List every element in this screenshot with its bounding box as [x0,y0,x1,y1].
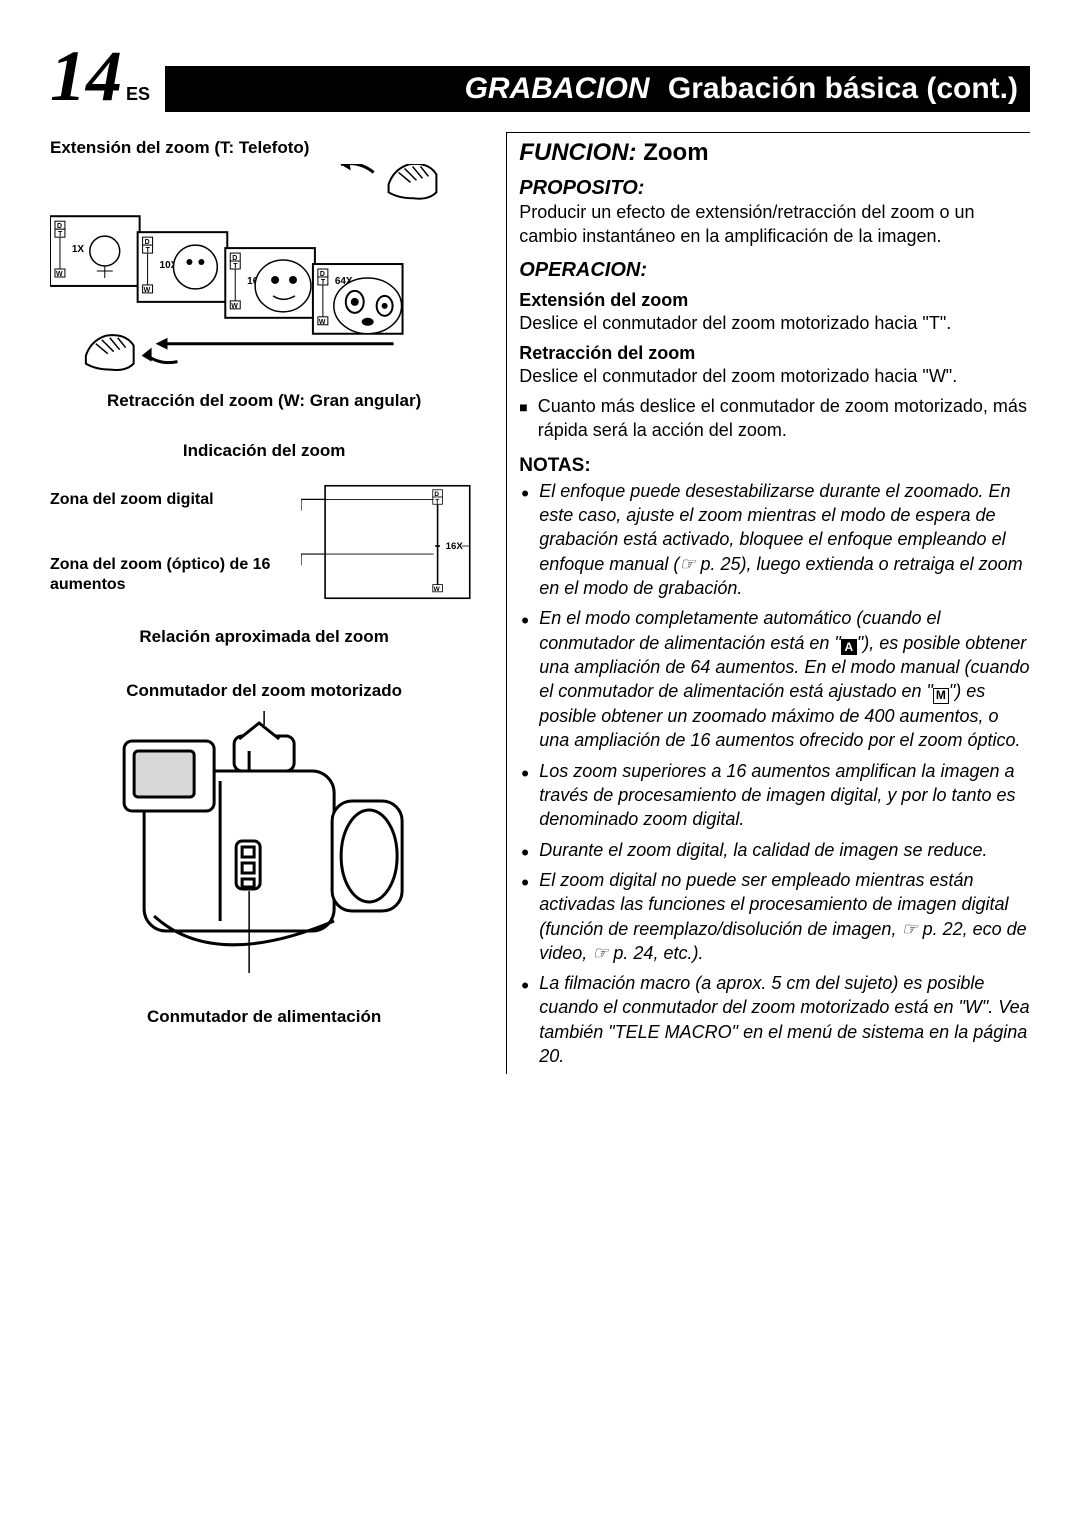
op-retr-body: Deslice el conmutador del zoom motorizad… [519,364,1030,388]
zoom-cascade-diagram: D T W [50,164,478,379]
note-item: Durante el zoom digital, la calidad de i… [519,838,1030,862]
op-retr-title: Retracción del zoom [519,343,1030,364]
note-item: Los zoom superiores a 16 aumentos amplif… [519,759,1030,832]
zoom-retr-label: Retracción del zoom (W: Gran angular) [50,391,478,411]
operacion-title: OPERACION: [519,259,1030,282]
title-emphasis: GRABACION [465,72,650,105]
power-switch-label: Conmutador de alimentación [50,1007,478,1027]
title-rest: Grabación básica (cont.) [668,72,1018,105]
zoom-ext-label: Extensión del zoom (T: Telefoto) [50,138,478,158]
lang-suffix: ES [126,84,150,105]
op-square-bullet: Cuanto más deslice el conmutador de zoom… [519,394,1030,443]
note-item: El enfoque puede desestabilizarse durant… [519,479,1030,600]
camera-illustration [50,711,478,981]
zi-ratio-label: Relación aproximada del zoom [50,627,478,647]
note-item: La filmación macro (a aprox. 5 cm del su… [519,971,1030,1068]
zoom-1x: 1X [72,244,85,255]
svg-text:T: T [436,498,440,505]
notas-title: NOTAS: [519,455,1030,477]
zi-header: Indicación del zoom [50,441,478,461]
svg-text:16X: 16X [446,541,464,552]
note-item: El zoom digital no puede ser empleado mi… [519,868,1030,965]
funcion-line: FUNCION: Zoom [519,139,1030,167]
funcion-label: FUNCION: [519,139,636,166]
page-number-block: 14 ES [50,40,150,112]
op-ext-title: Extensión del zoom [519,290,1030,311]
op-ext-body: Deslice el conmutador del zoom motorizad… [519,311,1030,335]
zi-optical-label: Zona del zoom (óptico) de 16 aumentos [50,555,291,595]
svg-text:W: W [434,586,441,593]
zi-digital-label: Zona del zoom digital [50,490,291,510]
funcion-value: Zoom [643,139,708,166]
zi-labels: Zona del zoom digital Zona del zoom (ópt… [50,467,291,617]
title-bar: GRABACION Grabación básica (cont.) [165,66,1030,112]
camera-switch-label: Conmutador del zoom motorizado [50,681,478,701]
mode-m-icon: M [933,688,949,704]
notes-list: El enfoque puede desestabilizarse durant… [519,479,1030,1069]
zi-svg: D T W 16X [301,467,478,617]
mode-a-icon: A [841,639,857,655]
page-number: 14 [50,40,122,112]
proposito-title: PROPOSITO: [519,177,1030,200]
page-header: 14 ES GRABACION Grabación básica (cont.) [50,40,1030,112]
proposito-body: Producir un efecto de extensión/retracci… [519,200,1030,249]
note-item: En el modo completamente automático (cua… [519,606,1030,752]
